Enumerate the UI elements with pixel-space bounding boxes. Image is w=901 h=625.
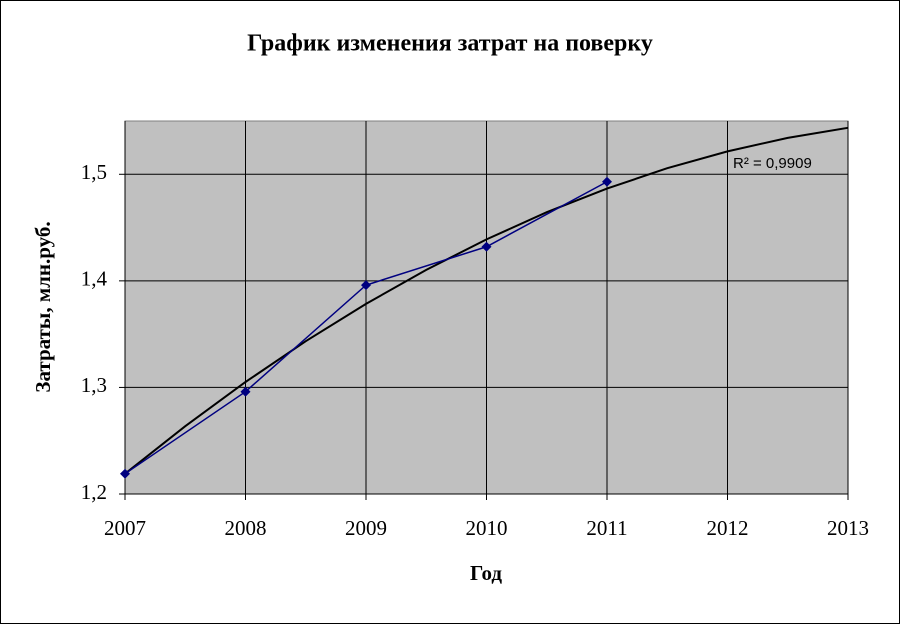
- y-axis-label: Затраты, млн.руб.: [31, 221, 55, 392]
- x-tick-label: 2012: [707, 516, 749, 540]
- x-tick-label: 2010: [466, 516, 508, 540]
- x-tick-label: 2008: [225, 516, 267, 540]
- y-tick-label: 1,3: [81, 373, 107, 397]
- chart-title: График изменения затрат на поверку: [247, 31, 653, 57]
- x-tick-label: 2011: [586, 516, 627, 540]
- data-point: [361, 280, 371, 291]
- trendline-label: R² = 0,9909: [733, 155, 812, 172]
- x-tick-label: 2009: [345, 516, 387, 540]
- data-point: [120, 468, 130, 479]
- x-tick-label: 2013: [827, 516, 869, 540]
- y-tick-label: 1,4: [81, 267, 108, 291]
- x-tick-label: 2007: [104, 516, 146, 540]
- data-point: [481, 241, 492, 252]
- data-point: [602, 176, 612, 187]
- x-axis-label: Год: [470, 561, 502, 585]
- data-point: [240, 386, 251, 397]
- trendline: [124, 126, 849, 475]
- y-tick-label: 1,5: [81, 160, 107, 184]
- y-tick-label: 1,2: [81, 480, 107, 504]
